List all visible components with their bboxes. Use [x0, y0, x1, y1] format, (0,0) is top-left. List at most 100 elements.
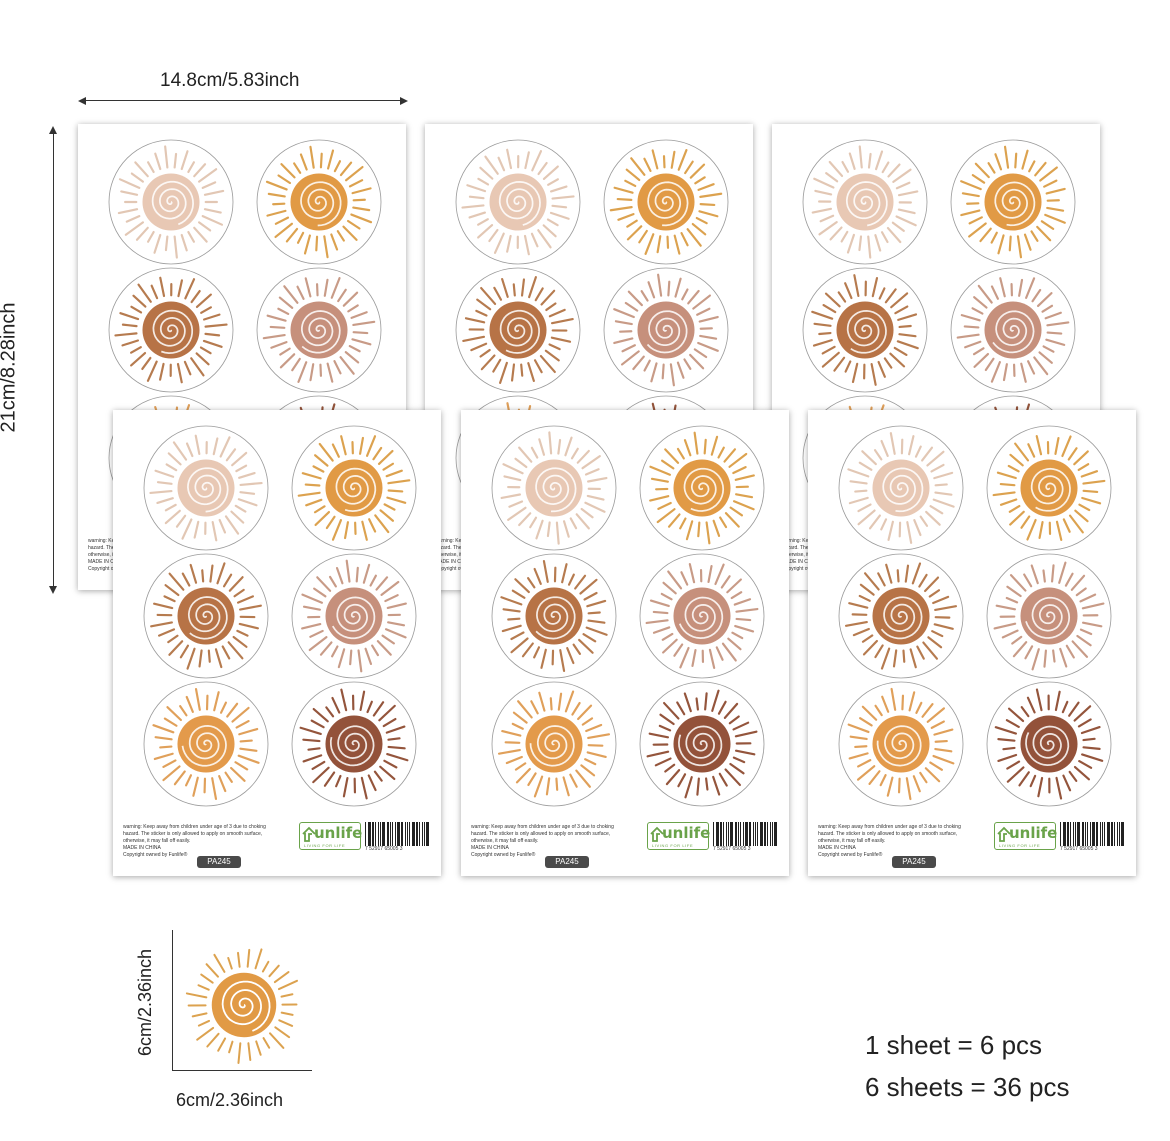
sun-spiral — [221, 980, 271, 1032]
barcode-icon — [713, 822, 777, 846]
brand-name: unlife — [314, 824, 363, 842]
sun-sticker — [639, 425, 765, 551]
sun-ray — [185, 992, 208, 999]
sun-ray — [228, 1040, 234, 1054]
sun-sticker — [491, 553, 617, 679]
sun-ray — [191, 1012, 208, 1018]
sheet-footer: warning: Keep away from children under a… — [123, 816, 431, 868]
sun-sticker — [291, 681, 417, 807]
sun-ray — [213, 953, 226, 973]
sticker-width-label: 6cm/2.36inch — [176, 1090, 284, 1110]
sun-sticker — [639, 553, 765, 679]
width-arrow-heads — [78, 97, 408, 105]
warning-text: warning: Keep away from children under a… — [123, 824, 295, 859]
brand-tagline: LIVING FOR LIFE — [999, 843, 1041, 848]
sticker-height-line — [172, 930, 173, 1070]
product-code-badge: PA245 — [197, 856, 241, 868]
sun-sticker — [455, 267, 581, 393]
house-icon — [650, 826, 664, 842]
barcode-number: 7 52917 65005 3 — [713, 846, 751, 852]
sun-ray — [274, 1026, 291, 1039]
sun-ray — [237, 951, 241, 968]
sun-ray — [261, 960, 270, 973]
sun-sticker — [838, 425, 964, 551]
sun-ray — [227, 956, 233, 970]
warning-line: warning: Keep away from children under a… — [471, 824, 614, 830]
sun-ray — [217, 1037, 227, 1052]
summary-line-1: 1 sheet = 6 pcs — [865, 1030, 1043, 1060]
sun-ray — [237, 1042, 242, 1065]
sun-ray — [277, 979, 299, 991]
warning-line: Copyright owned by Funlife® — [123, 852, 188, 858]
sun-sticker — [986, 425, 1112, 551]
sun-sticker — [802, 139, 928, 265]
sun-ray — [247, 1042, 252, 1062]
sun-ray — [246, 948, 251, 968]
warning-line: hazard. The sticker is only allowed to a… — [471, 831, 611, 837]
sun-sticker — [491, 425, 617, 551]
product-code-badge: PA245 — [545, 856, 589, 868]
warning-line: Copyright owned by Funlife® — [818, 852, 883, 858]
sun-sticker — [256, 267, 382, 393]
brand-tagline: LIVING FOR LIFE — [304, 843, 346, 848]
sun-sticker — [108, 267, 234, 393]
sun-sticker — [291, 553, 417, 679]
barcode-icon — [1060, 822, 1124, 846]
warning-line: Copyright owned by Funlife® — [471, 852, 536, 858]
brand-name: unlife — [1009, 824, 1058, 842]
sun-ray — [205, 963, 220, 978]
height-arrow-heads — [49, 126, 57, 594]
sun-sticker — [143, 553, 269, 679]
sun-sticker — [291, 425, 417, 551]
sticker-width-line — [172, 1070, 312, 1071]
brand-name: unlife — [662, 824, 711, 842]
sun-sticker — [838, 553, 964, 679]
warning-line: otherwise, it may fall off easily. — [471, 838, 539, 844]
sun-ray — [268, 1032, 285, 1049]
barcode-icon — [365, 822, 429, 846]
warning-line: warning: Keep away from children under a… — [818, 824, 961, 830]
sun-ray — [273, 971, 290, 984]
sun-sticker — [838, 681, 964, 807]
sun-sticker — [986, 681, 1112, 807]
sun-sticker — [986, 553, 1112, 679]
sun-sticker — [143, 425, 269, 551]
sticker-sheet: warning: Keep away from children under a… — [113, 410, 441, 876]
warning-line: MADE IN CHINA — [818, 845, 856, 851]
sun-sticker — [802, 267, 928, 393]
warning-line: MADE IN CHINA — [435, 559, 473, 565]
warning-line: otherwise, it may fall off easily. — [818, 838, 886, 844]
sun-sticker — [455, 139, 581, 265]
sheet-height-label: 21cm/8.28inch — [0, 302, 20, 433]
warning-line: MADE IN CHINA — [782, 559, 820, 565]
sun-sticker — [603, 267, 729, 393]
warning-line: hazard. The sticker is only allowed to a… — [818, 831, 958, 837]
warning-line: MADE IN CHINA — [88, 559, 126, 565]
single-sun-sticker — [185, 948, 299, 1065]
summary-line-2: 6 sheets = 36 pcs — [865, 1072, 1070, 1102]
sun-sticker — [950, 267, 1076, 393]
barcode-number: 7 52917 65005 3 — [1060, 846, 1098, 852]
barcode-number: 7 52917 65005 3 — [365, 846, 403, 852]
sun-ray — [262, 1037, 271, 1049]
warning-text: warning: Keep away from children under a… — [818, 824, 990, 859]
sun-ray — [197, 1019, 211, 1027]
sticker-height-label: 6cm/2.36inch — [135, 948, 156, 1057]
sun-sticker — [108, 139, 234, 265]
warning-line: MADE IN CHINA — [123, 845, 161, 851]
warning-line: warning: Keep away from children under a… — [123, 824, 266, 830]
sun-ray — [196, 1026, 215, 1041]
sheet-height-arrow — [53, 128, 54, 592]
sun-ray — [200, 973, 214, 984]
warning-line: hazard. The sticker is only allowed to a… — [123, 831, 263, 837]
sticker-sheet: warning: Keep away from children under a… — [808, 410, 1136, 876]
product-code-badge: PA245 — [892, 856, 936, 868]
sun-ray — [278, 1019, 294, 1027]
sun-sticker — [639, 681, 765, 807]
sun-ray — [206, 1032, 220, 1048]
sticker-sheet: warning: Keep away from children under a… — [461, 410, 789, 876]
sun-sticker — [603, 139, 729, 265]
